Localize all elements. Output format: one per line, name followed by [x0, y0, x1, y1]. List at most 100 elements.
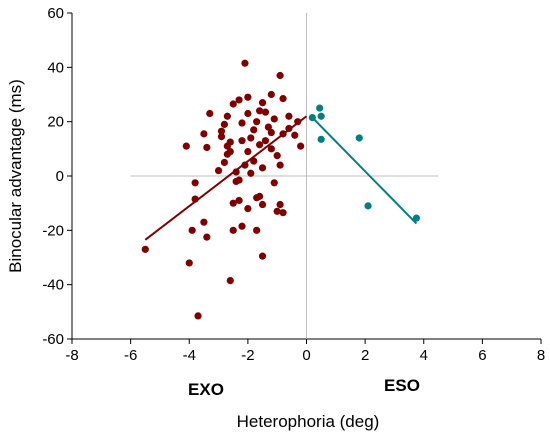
exo-data-point	[256, 141, 264, 149]
exo-data-point	[258, 200, 267, 209]
exo-data-point	[232, 177, 240, 186]
exo-data-point	[256, 107, 264, 115]
y-tick-label: -40	[42, 277, 64, 294]
exo-data-point	[223, 142, 231, 150]
y-tick-label: 20	[47, 114, 64, 131]
eso-data-point	[364, 202, 372, 210]
exo-data-point	[294, 118, 302, 126]
reference-lines	[130, 13, 439, 339]
y-tick-label: 0	[56, 168, 64, 185]
exo-data-point	[291, 131, 299, 139]
exo-data-point	[247, 134, 255, 142]
x-tick-label: -4	[183, 347, 196, 364]
exo-data-point	[226, 147, 234, 156]
exo-data-point	[191, 195, 199, 203]
exo-data-point	[244, 93, 252, 101]
exo-data-point	[256, 192, 264, 200]
exo-data-point	[276, 200, 284, 209]
exo-data-point	[258, 252, 267, 260]
exo-data-point	[250, 157, 258, 165]
exo-data-point	[235, 196, 243, 205]
x-tick-label: -6	[124, 347, 137, 364]
y-tick-label: -60	[42, 331, 64, 348]
exo-data-point	[194, 312, 202, 320]
exo-data-point	[229, 199, 237, 207]
exo-data-point	[238, 119, 246, 127]
exo-data-point	[250, 126, 258, 134]
exo-data-point	[226, 276, 234, 285]
exo-data-point	[273, 207, 281, 215]
exo-data-point	[267, 90, 275, 99]
exo-data-point	[279, 130, 287, 138]
exo-data-point	[261, 108, 270, 116]
x-tick-label: 2	[361, 347, 369, 364]
exo-data-point	[241, 161, 249, 169]
exo-data-point	[206, 109, 214, 118]
exo-data-point	[238, 222, 246, 230]
x-tick-label: 4	[420, 347, 428, 364]
y-tick-label: -20	[42, 222, 64, 239]
eso-data-point	[308, 113, 316, 122]
eso-trendline	[311, 116, 418, 225]
exo-data-point	[297, 142, 305, 150]
x-tick-label: -2	[241, 347, 254, 364]
exo-data-point	[200, 130, 208, 138]
exo-data-point	[229, 226, 237, 234]
exo-data-point	[285, 112, 293, 120]
exo-data-point	[244, 147, 252, 156]
x-tick-label: 6	[478, 347, 486, 364]
y-tick-label: 40	[47, 59, 64, 76]
exo-data-point	[235, 96, 243, 104]
eso-data-point	[317, 135, 325, 143]
exo-data-point	[279, 209, 287, 217]
exo-data-point	[267, 145, 275, 153]
y-axis-title: Binocular advantage (ms)	[6, 79, 25, 273]
exo-data-point	[285, 124, 293, 133]
exo-data-point	[185, 259, 193, 267]
exo-data-point	[253, 118, 261, 126]
exo-data-point	[188, 226, 196, 234]
exo-data-point	[200, 218, 208, 226]
exo-data-point	[214, 166, 223, 175]
exo-data-point	[244, 109, 252, 118]
x-axis-title: Heterophoria (deg)	[237, 412, 380, 431]
exo-data-point	[279, 94, 287, 103]
x-tick-label: 8	[537, 347, 545, 364]
y-tick-label: 60	[47, 5, 64, 22]
exo-data-point	[220, 158, 229, 167]
exo-data-point	[276, 161, 284, 169]
exo-data-point	[267, 128, 275, 137]
exo-data-point	[182, 142, 190, 150]
exo-trendline	[144, 115, 308, 241]
exo-data-point	[258, 99, 267, 107]
exo-data-point	[253, 226, 261, 234]
exo-data-point	[223, 112, 231, 120]
exo-data-point	[220, 120, 229, 128]
trend-lines	[144, 115, 418, 241]
eso-data-point	[317, 112, 325, 120]
eso-data-point	[316, 104, 324, 112]
exo-data-point	[241, 59, 249, 67]
exo-data-point	[264, 123, 272, 131]
x-tick-label: -8	[65, 347, 78, 364]
exo-data-point	[203, 143, 211, 152]
exo-data-point	[244, 205, 252, 213]
exo-data-point	[273, 152, 281, 160]
exo-data-point	[141, 245, 149, 253]
exo-data-point	[258, 164, 267, 172]
exo-data-point	[217, 133, 226, 141]
exo-data-point	[203, 233, 211, 241]
x-tick-label: 0	[302, 347, 310, 364]
exo-data-point	[232, 168, 240, 176]
exo-data-point	[276, 71, 284, 80]
exo-data-point	[270, 115, 278, 123]
exo-data-point	[247, 169, 255, 177]
plot-frame	[67, 12, 542, 344]
eso-label: ESO	[384, 376, 420, 395]
eso-data-point	[355, 134, 363, 142]
exo-data-point	[238, 137, 246, 145]
exo-data-point	[261, 137, 270, 145]
exo-label: EXO	[188, 380, 224, 399]
